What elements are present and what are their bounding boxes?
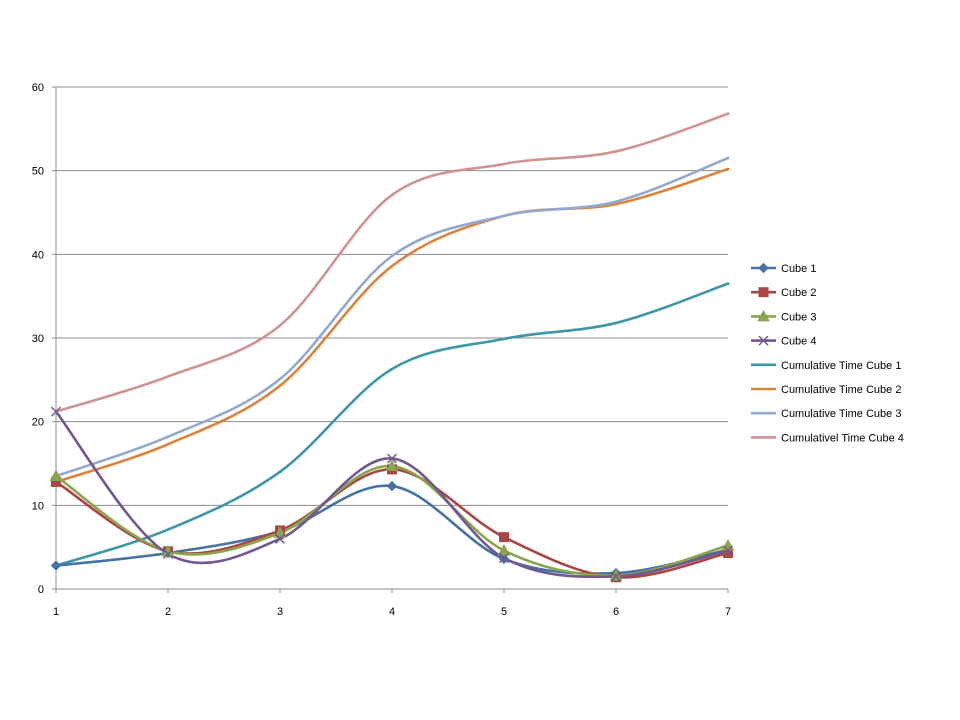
series-4-point-stroke	[498, 553, 510, 564]
series-7-point	[390, 255, 394, 258]
x-tick-label: 4	[389, 606, 395, 618]
series-4-point	[386, 453, 398, 464]
legend-label: Cumulative Time Cube 1	[781, 360, 901, 372]
series-4-point	[50, 406, 62, 417]
series-8-point	[166, 375, 170, 378]
tick-labels: 0 10 20 30 40 50 60 1 2 3 4 5 6 7	[32, 82, 731, 618]
series-6-line	[54, 167, 730, 484]
legend-entry: Cube 4	[751, 335, 816, 348]
x-tick-label: 7	[725, 606, 731, 618]
series-4-point	[498, 553, 510, 564]
series-7-line	[54, 156, 730, 478]
series-lines	[54, 112, 730, 579]
series-4-point	[722, 545, 734, 556]
series-4-point	[162, 548, 174, 559]
legend-label: Cumulative Time Cube 2	[781, 384, 901, 396]
series-1-line	[54, 484, 730, 575]
series-4-point-stroke	[722, 545, 734, 556]
series-4-point-stroke	[162, 548, 174, 559]
y-tick-label: 40	[32, 249, 44, 261]
series-5-point	[502, 337, 506, 340]
series-8-point	[726, 112, 730, 115]
series-3-point	[385, 459, 399, 472]
legend-label: Cube 3	[781, 311, 816, 323]
legend-entry: Cumulative Time Cube 1	[751, 360, 901, 372]
series-5-line	[54, 282, 730, 567]
x-tick-label: 5	[501, 606, 507, 618]
x-tick-label: 3	[277, 606, 283, 618]
series-4-point-stroke	[386, 453, 398, 464]
series-5-point	[726, 282, 730, 285]
x-tick-label: 2	[165, 606, 171, 618]
legend-swatch-marker	[758, 262, 769, 274]
legend-entry: Cube 2	[751, 287, 816, 299]
series-3-point	[49, 469, 63, 482]
series-5-point	[166, 528, 170, 531]
series-6-point	[614, 203, 618, 206]
series-4-point-stroke	[274, 533, 286, 544]
series-8-point	[390, 193, 394, 196]
series-5-point	[614, 321, 618, 324]
series-4-line	[54, 410, 730, 579]
series-8-point	[614, 150, 618, 153]
legend-entry: Cumulative Time Cube 2	[751, 384, 901, 396]
series-8-point	[278, 324, 282, 327]
legend-label: Cumulative Time Cube 3	[781, 408, 901, 420]
legend-entry: Cumulativel Time Cube 4	[751, 432, 904, 444]
legend-entry: Cube 1	[751, 262, 816, 275]
legend-swatch-marker	[758, 287, 769, 298]
legend-swatch-marker-stroke	[758, 335, 769, 346]
series-6-point	[278, 384, 282, 387]
y-tick-label: 50	[32, 166, 44, 178]
series-3-point	[721, 538, 735, 551]
series-7-point	[502, 214, 506, 217]
legend-label: Cube 4	[781, 336, 816, 348]
legend-label: Cumulativel Time Cube 4	[781, 432, 904, 444]
series-6-point	[166, 443, 170, 446]
series-4-point	[274, 533, 286, 544]
y-tick-label: 60	[32, 82, 44, 94]
series-5-point	[390, 367, 394, 370]
series-3-point	[273, 526, 287, 538]
x-tick-label: 6	[613, 606, 619, 618]
legend: Cube 1 Cube 2 Cube 3 Cube 4 Cumulative Time …	[751, 262, 904, 444]
gridlines	[56, 86, 728, 506]
series-5-point	[278, 470, 282, 473]
series-6-point	[390, 265, 394, 268]
series-1-point	[50, 560, 62, 571]
legend-swatch-marker	[757, 309, 770, 322]
axes	[52, 86, 729, 593]
series-8-line	[54, 112, 730, 413]
series-8-point	[502, 162, 506, 165]
legend-label: Cube 1	[781, 263, 816, 275]
y-tick-label: 20	[32, 417, 44, 429]
legend-entry: Cumulative Time Cube 3	[751, 408, 901, 420]
series-3-point	[497, 543, 511, 556]
legend-label: Cube 2	[781, 287, 816, 299]
series-1-point	[386, 480, 398, 492]
series-4-point	[610, 571, 622, 582]
y-tick-label: 30	[32, 333, 44, 345]
y-tick-label: 0	[38, 584, 44, 596]
series-markers	[49, 112, 735, 583]
series-7-point	[614, 200, 618, 203]
legend-swatch-marker	[758, 335, 769, 346]
x-tick-label: 1	[53, 606, 59, 618]
series-7-point	[726, 157, 730, 160]
legend-entry: Cube 3	[751, 309, 816, 323]
series-4-point-stroke	[610, 571, 622, 582]
series-7-point	[278, 377, 282, 380]
series-3-point	[609, 569, 623, 581]
series-4-point-stroke	[50, 406, 62, 417]
y-tick-label: 10	[32, 500, 44, 512]
series-2-point	[499, 532, 509, 543]
series-6-point	[726, 167, 730, 170]
series-7-point	[166, 435, 170, 438]
